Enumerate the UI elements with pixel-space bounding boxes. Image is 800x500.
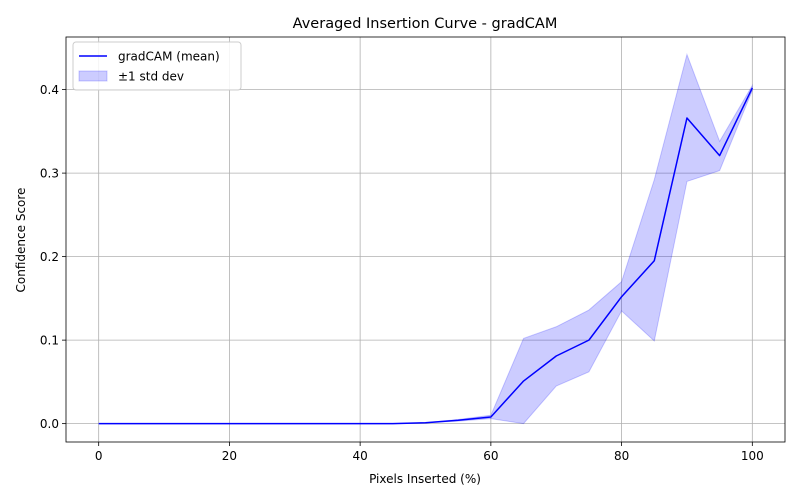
mean-series-line bbox=[98, 87, 753, 425]
x-tick-label: 0 bbox=[95, 449, 103, 463]
x-tick-label: 100 bbox=[741, 449, 764, 463]
legend: gradCAM (mean) ±1 std dev bbox=[72, 41, 242, 91]
y-tick-label: 0.1 bbox=[40, 333, 59, 347]
y-tick-label: 0.2 bbox=[40, 250, 59, 264]
std-dev-band bbox=[98, 52, 753, 425]
x-tick-label: 20 bbox=[222, 449, 237, 463]
y-axis-ticks: 0.0 0.1 0.2 0.3 0.4 bbox=[40, 83, 66, 431]
y-tick-label: 0.4 bbox=[40, 83, 59, 97]
y-axis-label: Confidence Score bbox=[14, 188, 28, 293]
x-axis-label: Pixels Inserted (%) bbox=[369, 472, 481, 486]
legend-box bbox=[72, 41, 242, 91]
x-tick-label: 60 bbox=[483, 449, 498, 463]
x-tick-label: 40 bbox=[352, 449, 367, 463]
series-line-layer bbox=[98, 87, 753, 425]
x-tick-label: 80 bbox=[614, 449, 629, 463]
y-tick-label: 0.3 bbox=[40, 166, 59, 180]
plot-frame bbox=[65, 36, 786, 443]
legend-band-swatch bbox=[78, 70, 108, 82]
std-band-layer bbox=[98, 52, 753, 425]
y-tick-label: 0.0 bbox=[40, 417, 59, 431]
legend-label-std: ±1 std dev bbox=[118, 70, 184, 84]
legend-label-mean: gradCAM (mean) bbox=[118, 50, 220, 64]
chart-title: Averaged Insertion Curve - gradCAM bbox=[293, 16, 558, 32]
x-axis-ticks: 0 20 40 60 80 100 bbox=[95, 442, 764, 463]
